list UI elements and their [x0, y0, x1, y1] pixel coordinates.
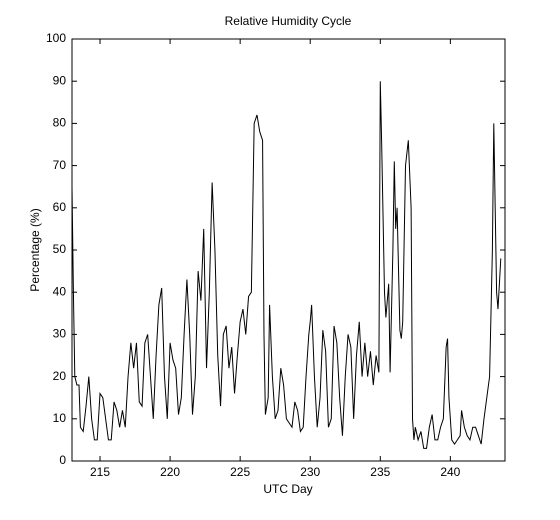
y-tick-label: 40 [53, 284, 67, 298]
y-tick-label: 20 [53, 369, 67, 383]
y-tick-label: 10 [53, 411, 67, 425]
y-tick-label: 60 [53, 200, 67, 214]
y-tick-label: 0 [59, 453, 66, 467]
x-tick-label: 240 [440, 465, 460, 479]
chart-title: Relative Humidity Cycle [225, 14, 352, 28]
data-line [71, 81, 502, 449]
y-tick-label: 80 [53, 116, 67, 130]
x-tick-label: 235 [370, 465, 390, 479]
x-tick-label: 230 [300, 465, 320, 479]
y-tick-label: 50 [53, 242, 67, 256]
y-tick-label: 30 [53, 327, 67, 341]
x-tick-label: 215 [90, 465, 110, 479]
x-tick-label: 225 [230, 465, 250, 479]
y-tick-label: 100 [46, 31, 66, 45]
y-tick-label: 70 [53, 158, 67, 172]
y-tick-label: 90 [53, 73, 67, 87]
x-axis-label: UTC Day [263, 482, 312, 496]
plot-frame [71, 38, 506, 462]
y-axis-label: Percentage (%) [28, 208, 42, 291]
x-tick-label: 220 [160, 465, 180, 479]
